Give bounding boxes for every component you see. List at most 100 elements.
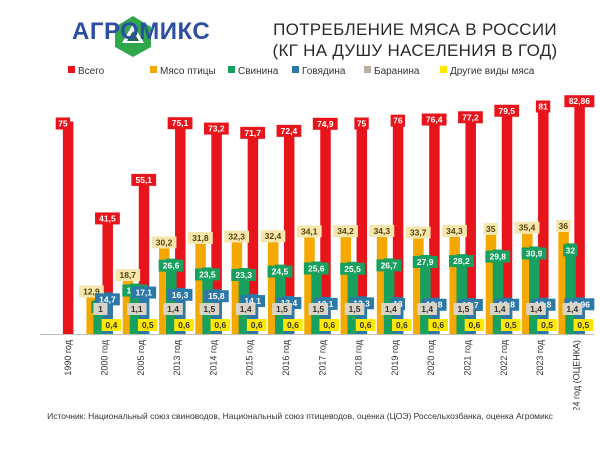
data-label-bg: [93, 303, 108, 315]
legend-swatch: [68, 66, 75, 73]
data-label: 12,9: [83, 286, 100, 296]
bar-total: [175, 121, 186, 334]
bar-pork: [311, 261, 322, 334]
data-label: 1,4: [240, 304, 252, 314]
data-label: 75: [357, 119, 367, 129]
data-label: 75,1: [172, 118, 189, 128]
category-label: 2014 год: [208, 339, 218, 375]
data-label: 32,4: [265, 231, 282, 241]
data-label: 72,4: [281, 126, 298, 136]
data-label-bg: [381, 303, 401, 315]
brand-name: АГРОМИКС: [72, 18, 211, 45]
data-label: 18,7: [119, 270, 136, 280]
data-label-bg: [163, 303, 183, 315]
data-label: 81: [538, 102, 548, 112]
data-label-bg: [312, 117, 338, 130]
data-label-bg: [95, 212, 120, 225]
bar-pork: [456, 254, 467, 334]
data-label-bg: [174, 319, 194, 331]
data-label: 34,3: [374, 226, 391, 236]
data-label-bg: [537, 319, 557, 331]
data-label: 73,2: [208, 124, 225, 134]
legend-label: Мясо птицы: [160, 66, 216, 77]
data-label: 28,2: [453, 256, 470, 266]
bar-beef: [501, 297, 513, 334]
data-label: 24,5: [272, 267, 289, 277]
data-label-bg: [115, 269, 141, 282]
data-label: 23,3: [235, 270, 252, 280]
data-label: 15,8: [208, 291, 225, 301]
data-label-bg: [95, 293, 120, 306]
data-label: 36: [559, 221, 569, 231]
data-label: 16,3: [172, 290, 189, 300]
data-label: 14,7: [99, 294, 116, 304]
category-label: 1990 год: [63, 339, 73, 375]
data-label: 82,86: [569, 96, 591, 106]
category-label: 2005 год: [136, 339, 146, 375]
data-label-bg: [485, 250, 511, 263]
data-label: 1,5: [349, 304, 361, 314]
data-label: 41,5: [99, 213, 116, 223]
data-label-bg: [210, 319, 231, 331]
data-label: 0,4: [106, 320, 118, 330]
bar-beef: [465, 298, 476, 334]
data-label-bg: [319, 319, 340, 331]
bar-total: [138, 177, 150, 334]
category-label: 2023 год: [535, 339, 545, 375]
data-label: 1,4: [566, 304, 578, 314]
bar-total: [501, 108, 513, 334]
bar-total: [356, 121, 368, 334]
data-label: 0,6: [360, 320, 372, 330]
data-label: 14,1: [244, 296, 261, 306]
category-label: 2013 год: [172, 339, 182, 375]
bar-poultry: [86, 297, 97, 334]
data-label: 71,7: [244, 128, 261, 138]
bar-poultry: [304, 237, 315, 334]
bar-total: [429, 117, 440, 335]
data-label-bg: [489, 303, 510, 315]
bar-pork: [93, 300, 104, 334]
data-label: 0,6: [432, 320, 444, 330]
data-label: 25,5: [344, 264, 361, 274]
data-label-bg: [246, 319, 267, 331]
legend-swatch: [228, 66, 235, 73]
data-label-bg: [417, 303, 437, 315]
data-label: 34,3: [446, 226, 463, 236]
bar-beef: [574, 297, 585, 334]
data-label-bg: [344, 303, 365, 315]
legend-swatch: [292, 66, 299, 73]
data-label-bg: [421, 113, 447, 126]
data-label-bg: [449, 255, 474, 268]
data-label: 32,3: [228, 231, 245, 241]
bar-poultry: [449, 236, 460, 334]
data-label-bg: [483, 222, 498, 235]
data-label-bg: [453, 303, 474, 315]
bar-beef: [102, 292, 113, 334]
bar-total: [62, 121, 74, 334]
data-label: 32: [566, 245, 576, 255]
chart-title-line-2: (КГ НА ДУШУ НАСЕЛЕНИЯ В ГОД): [272, 41, 558, 60]
data-label: 0,6: [178, 320, 190, 330]
data-label: 34,1: [301, 226, 318, 236]
legend-item: Всего: [68, 66, 104, 77]
data-label: 0,5: [142, 320, 154, 330]
legend-item: Другие виды мяса: [440, 66, 534, 77]
bar-poultry: [195, 243, 206, 334]
data-label: 1,4: [385, 304, 397, 314]
data-label-bg: [494, 104, 520, 117]
bar-poultry: [485, 234, 497, 334]
data-label-bg: [369, 224, 395, 237]
data-label-bg: [187, 231, 213, 244]
category-label: 2015 год: [245, 339, 255, 375]
data-label-bg: [573, 319, 594, 331]
data-label-bg: [376, 259, 402, 272]
data-label-bg: [137, 319, 158, 331]
bar-poultry: [267, 242, 279, 334]
legend-item: Мясо птицы: [150, 66, 216, 77]
data-label: 1,1: [131, 304, 143, 314]
data-label: 0,6: [323, 320, 335, 330]
bar-poultry: [340, 237, 352, 334]
legend-label: Свинина: [238, 66, 279, 77]
legend-label: Говядина: [302, 66, 346, 77]
